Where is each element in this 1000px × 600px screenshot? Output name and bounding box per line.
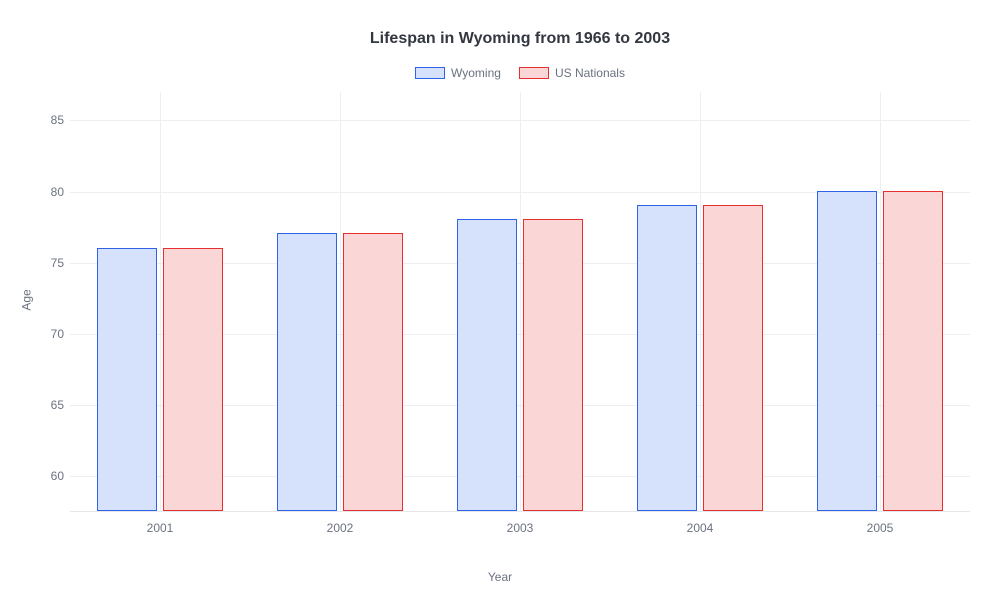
chart-title: Lifespan in Wyoming from 1966 to 2003 (70, 30, 970, 48)
bar-us-nationals-2005 (883, 191, 943, 511)
legend-swatch-usnationals (519, 67, 549, 79)
legend-swatch-wyoming (415, 67, 445, 79)
plot-area: 60657075808520012002200320042005 (70, 92, 970, 512)
y-tick-label: 75 (36, 256, 64, 270)
bar-us-nationals-2001 (163, 248, 223, 511)
legend-item-usnationals: US Nationals (519, 66, 625, 80)
legend-label-usnationals: US Nationals (555, 66, 625, 80)
y-tick-label: 70 (36, 327, 64, 341)
x-tick-label: 2001 (147, 521, 174, 535)
bars-layer (70, 92, 970, 511)
legend-label-wyoming: Wyoming (451, 66, 501, 80)
chart-container: Lifespan in Wyoming from 1966 to 2003 Wy… (0, 0, 1000, 600)
bar-wyoming-2001 (97, 248, 157, 511)
y-tick-label: 60 (36, 469, 64, 483)
y-tick-label: 85 (36, 113, 64, 127)
x-tick-label: 2003 (507, 521, 534, 535)
x-tick-label: 2004 (687, 521, 714, 535)
x-tick-label: 2002 (327, 521, 354, 535)
y-tick-label: 80 (36, 185, 64, 199)
legend-item-wyoming: Wyoming (415, 66, 501, 80)
y-axis-label: Age (20, 289, 34, 310)
legend: Wyoming US Nationals (70, 66, 970, 80)
bar-wyoming-2003 (457, 219, 517, 511)
bar-us-nationals-2002 (343, 233, 403, 511)
x-tick-label: 2005 (867, 521, 894, 535)
y-tick-label: 65 (36, 398, 64, 412)
bar-wyoming-2004 (637, 205, 697, 511)
bar-us-nationals-2003 (523, 219, 583, 511)
bar-us-nationals-2004 (703, 205, 763, 511)
x-axis-label: Year (488, 570, 512, 584)
bar-wyoming-2002 (277, 233, 337, 511)
bar-wyoming-2005 (817, 191, 877, 511)
